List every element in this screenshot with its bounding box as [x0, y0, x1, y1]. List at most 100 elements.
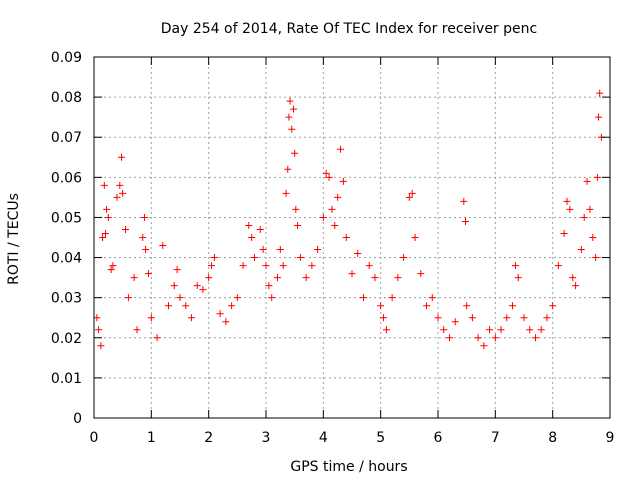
data-point [273, 274, 281, 282]
data-point [586, 205, 594, 213]
data-point [348, 270, 356, 278]
data-point [569, 274, 577, 282]
data-point [592, 254, 600, 262]
data-point [288, 125, 296, 133]
data-point [580, 213, 588, 221]
data-point [411, 234, 419, 241]
x-tick-label: 8 [548, 430, 557, 446]
data-point [107, 266, 115, 274]
data-point [187, 314, 195, 322]
data-point [239, 262, 247, 270]
data-point [408, 189, 416, 197]
data-point [322, 169, 330, 177]
y-tick-label: 0.09 [51, 50, 82, 66]
plot-frame [93, 56, 611, 419]
data-point [339, 177, 347, 185]
data-point [118, 153, 126, 161]
data-point [503, 314, 511, 322]
data-point [208, 262, 216, 270]
data-point [354, 250, 362, 258]
data-point [292, 205, 300, 213]
data-point [514, 274, 522, 282]
data-point [563, 197, 571, 205]
data-point [216, 310, 224, 318]
data-point [205, 274, 213, 282]
data-point [95, 326, 103, 334]
data-point [173, 266, 181, 274]
data-point [103, 205, 111, 213]
data-point [511, 262, 519, 270]
x-tick-label: 9 [606, 430, 615, 446]
data-point [302, 274, 310, 282]
x-tick-label: 6 [434, 430, 443, 446]
data-point [259, 246, 267, 254]
data-point [97, 342, 105, 350]
data-point [285, 113, 293, 121]
data-point [142, 246, 150, 254]
x-tick-label: 0 [90, 430, 99, 446]
data-point [480, 342, 488, 350]
data-point [595, 113, 603, 121]
x-tick-label: 1 [147, 430, 156, 446]
data-point [417, 270, 425, 278]
y-tick-label: 0 [73, 411, 82, 427]
x-tick-label: 3 [262, 430, 271, 446]
data-point [566, 205, 574, 213]
data-point [560, 229, 568, 237]
data-point [199, 286, 207, 294]
data-point [572, 282, 580, 290]
data-point [520, 314, 528, 322]
data-point [222, 318, 230, 326]
data-point [265, 282, 273, 290]
data-point [101, 229, 109, 237]
data-point [119, 189, 127, 197]
data-point [445, 334, 453, 342]
data-point [284, 165, 292, 173]
data-point [113, 193, 121, 201]
data-point [245, 221, 253, 229]
data-point [282, 189, 290, 197]
data-point [474, 334, 482, 342]
data-point [133, 326, 141, 334]
data-point [109, 262, 117, 270]
data-point [99, 234, 107, 241]
data-point [365, 262, 373, 270]
data-point [423, 302, 431, 310]
data-point [537, 326, 545, 334]
x-tick-label: 4 [319, 430, 328, 446]
data-point [337, 145, 345, 153]
x-tick-label: 7 [491, 430, 500, 446]
x-tick-label: 2 [204, 430, 213, 446]
data-point [593, 173, 601, 181]
data-point [100, 181, 108, 189]
data-point [359, 294, 367, 302]
data-point [428, 294, 436, 302]
data-point [116, 181, 124, 189]
data-point [130, 274, 138, 282]
data-point [140, 213, 148, 221]
axis-ticks: 0 0.01 0.02 0.03 0.04 0.05 0.06 0.07 0.08 0.09 0 1 2… [51, 50, 615, 446]
data-point [262, 262, 270, 270]
data-point [256, 225, 264, 233]
data-point [139, 234, 147, 241]
data-point [328, 205, 336, 213]
data-point [463, 302, 471, 310]
data-point [210, 254, 218, 262]
data-point [290, 105, 298, 113]
data-point [325, 173, 333, 181]
data-point [331, 221, 339, 229]
data-point [159, 242, 167, 250]
data-point [577, 246, 585, 254]
y-tick-label: 0.06 [51, 170, 82, 186]
data-point [596, 89, 604, 97]
data-point [276, 246, 284, 254]
data-point [554, 262, 562, 270]
data-point [144, 270, 152, 278]
y-tick-label: 0.03 [51, 291, 82, 307]
data-point [543, 314, 551, 322]
data-point [314, 246, 322, 254]
data-point [400, 254, 408, 262]
data-point [176, 294, 184, 302]
data-point [93, 314, 101, 322]
